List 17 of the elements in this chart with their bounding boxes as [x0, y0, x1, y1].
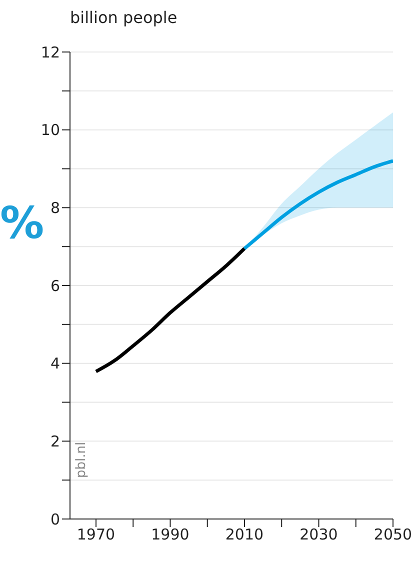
- y-tick-label: 0: [50, 510, 60, 528]
- y-tick-label: 8: [50, 198, 60, 217]
- x-tick-label: 1970: [76, 526, 116, 544]
- x-tick-label: 2010: [225, 526, 264, 544]
- x-tick-label: 1990: [151, 526, 190, 544]
- x-tick-label: 2030: [300, 526, 338, 544]
- y-tick-label: 12: [40, 43, 60, 62]
- text: %: [0, 198, 44, 249]
- y-tick-label: 4: [50, 354, 60, 373]
- y-tick-label: 6: [50, 276, 60, 295]
- x-tick-label: 2050: [374, 526, 412, 544]
- line-series: [94, 246, 246, 374]
- y-tick-label: 10: [40, 121, 60, 140]
- y-axis-title: billion people: [70, 8, 178, 27]
- line-series: [242, 159, 393, 250]
- y-tick-label: 2: [50, 432, 60, 450]
- annotation: pbl.nl: [74, 442, 89, 478]
